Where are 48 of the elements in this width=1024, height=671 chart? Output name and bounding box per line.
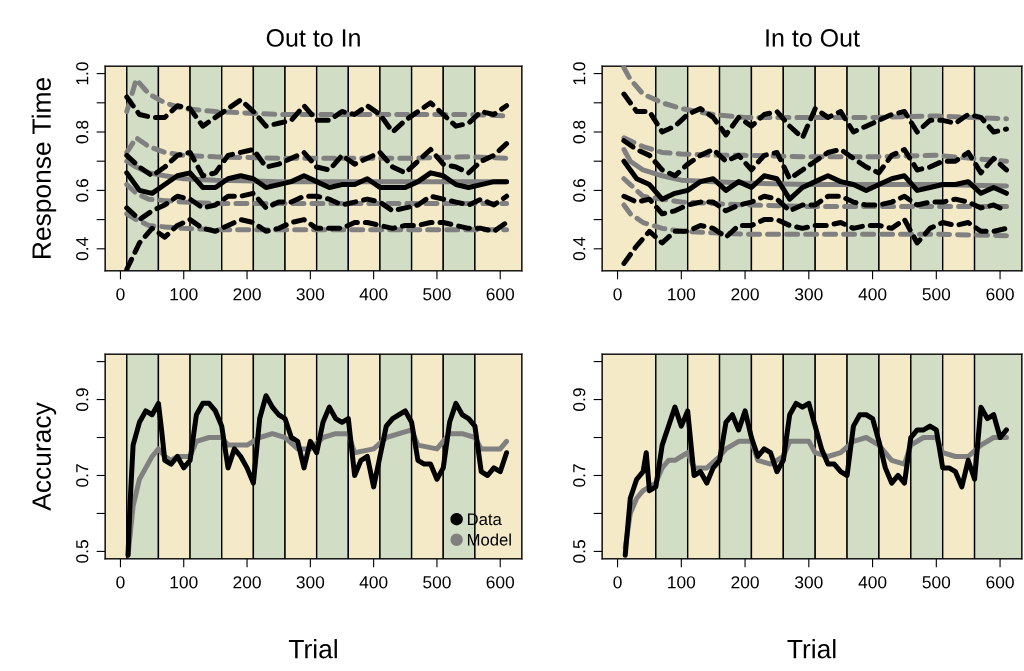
y-tick-label: 0.9 — [573, 388, 586, 411]
x-tick-label: 500 — [423, 288, 451, 301]
y-tick-label: 0.4 — [573, 237, 586, 261]
x-axis-title: Trial — [288, 639, 337, 659]
x-tick-label: 200 — [731, 576, 759, 589]
x-tick-label: 0 — [613, 576, 622, 589]
y-tick-label: 0.5 — [573, 540, 586, 563]
x-tick-label: 0 — [116, 288, 125, 301]
y-tick-label: 0.4 — [76, 237, 89, 261]
x-tick-label: 0 — [116, 576, 125, 589]
x-tick-label: 600 — [986, 288, 1014, 301]
x-tick-label: 100 — [668, 576, 696, 589]
y-tick-label: 1.0 — [573, 62, 586, 85]
x-tick-label: 500 — [922, 576, 951, 589]
x-tick-label: 200 — [233, 576, 261, 589]
y-tick-label: 1.0 — [76, 62, 89, 85]
y-tick-label: 0.7 — [76, 464, 89, 487]
x-tick-label: 500 — [922, 288, 951, 301]
chart-title: Out to In — [266, 29, 360, 47]
y-tick-label: 0.7 — [573, 464, 586, 487]
y-tick-label: 0.6 — [76, 179, 89, 202]
x-tick-label: 100 — [170, 576, 198, 589]
x-tick-label: 300 — [794, 288, 823, 301]
y-tick-label: 0.8 — [573, 120, 586, 144]
x-tick-label: 300 — [296, 288, 325, 301]
y-tick-label: 0.9 — [76, 388, 89, 411]
x-tick-label: 100 — [170, 288, 198, 301]
x-tick-label: 400 — [359, 576, 388, 589]
x-tick-label: 400 — [359, 288, 388, 301]
x-tick-label: 600 — [486, 288, 515, 301]
x-tick-label: 400 — [858, 576, 887, 589]
x-tick-label: 100 — [668, 288, 696, 301]
x-tick-label: 200 — [731, 288, 759, 301]
x-tick-label: 200 — [233, 288, 261, 301]
y-axis-title: Accuracy — [32, 402, 57, 511]
x-tick-label: 600 — [986, 576, 1014, 589]
chart-title: In to Out — [766, 29, 860, 47]
x-tick-label: 600 — [486, 576, 515, 589]
x-tick-label: 300 — [296, 576, 325, 589]
y-tick-label: 0.6 — [573, 179, 586, 202]
x-axis-title: Trial — [787, 639, 836, 659]
x-tick-label: 400 — [858, 288, 887, 301]
y-tick-label: 0.8 — [76, 120, 89, 144]
y-axis-title: Response Time — [31, 77, 57, 258]
x-tick-label: 500 — [423, 576, 451, 589]
x-tick-label: 300 — [794, 576, 823, 589]
y-tick-label: 0.5 — [76, 540, 89, 563]
x-tick-label: 0 — [613, 288, 622, 301]
